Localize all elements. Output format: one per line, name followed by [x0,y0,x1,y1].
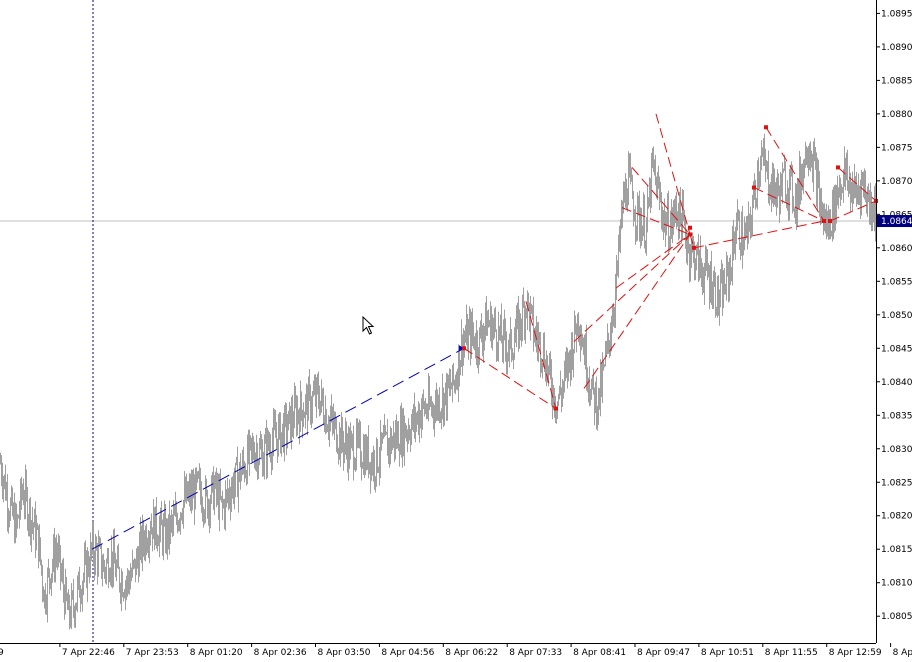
y-tick-label: 1.0845 [881,344,912,354]
y-tick-label: 1.0820 [881,512,912,522]
blue-arrow-marker [459,345,464,352]
red-trendline[interactable] [655,113,691,235]
price-bars [0,0,877,643]
red-trendline[interactable] [573,234,691,342]
x-tick-label: 9 [0,648,4,658]
x-tick-label: 8 Apr 03:50 [318,648,371,658]
x-tick-label: 8 Apr 10:51 [701,648,754,658]
y-tick-label: 1.0885 [881,76,912,86]
y-tick-label: 1.0870 [881,177,912,187]
red-trendline[interactable] [837,167,877,202]
blue-trendline[interactable] [91,347,465,550]
red-point-marker [462,346,466,351]
x-tick-label: 8 Apr 12:59 [829,648,882,658]
y-tick-label: 1.0840 [881,378,912,388]
current-price-label: 1.0864 [881,217,912,227]
y-tick-label: 1.0855 [881,277,912,287]
red-trendline[interactable] [753,187,825,222]
y-tick-label: 1.0830 [881,445,912,455]
x-tick-label: 8 Apr 09:47 [637,648,690,658]
y-tick-label: 1.0850 [881,311,912,321]
red-point-marker [836,165,840,170]
red-point-marker [752,185,756,190]
y-tick-label: 1.0835 [881,411,912,421]
y-tick-label: 1.0805 [881,612,912,622]
red-trendline[interactable] [621,207,691,235]
y-tick-label: 1.0815 [881,545,912,555]
x-tick-label: 8 Apr 11:55 [765,648,818,658]
red-trendline[interactable] [525,301,557,409]
red-trendline[interactable] [463,347,557,409]
x-tick-label: 8 Apr 01:20 [190,648,243,658]
x-tick-label: 8 Apr 08:41 [573,648,626,658]
red-trendline[interactable] [689,234,695,248]
trendline-drawings[interactable] [91,113,878,550]
y-tick-label: 1.0880 [881,110,912,120]
x-tick-label: 7 Apr 23:53 [126,648,179,658]
red-point-marker [688,232,692,237]
red-point-marker [692,245,696,250]
y-tick-label: 1.0895 [881,9,912,19]
mouse-cursor-icon [362,316,375,335]
y-tick-label: 1.0825 [881,478,912,488]
red-trendline[interactable] [693,220,825,249]
x-tick-label: 8 Apr 02:36 [254,648,307,658]
red-point-marker [764,125,768,130]
red-point-marker [828,219,832,224]
red-trendline[interactable] [829,200,877,222]
x-tick-label: 8 Apr 14:03 [893,648,912,658]
current-price-box [877,215,912,228]
x-tick-label: 8 Apr 04:56 [381,648,434,658]
x-tick-label: 8 Apr 06:22 [445,648,498,658]
y-tick-label: 1.0890 [881,43,912,53]
red-point-marker [554,406,558,411]
y-tick-label: 1.0810 [881,579,912,589]
y-tick-label: 1.0860 [881,244,912,254]
red-trendline[interactable] [765,126,825,222]
y-tick-label: 1.0875 [881,143,912,153]
red-trendline[interactable] [583,234,691,389]
red-trendline[interactable] [615,234,691,289]
red-point-marker [822,219,826,224]
x-tick-label: 7 Apr 22:46 [62,648,115,658]
x-tick-label: 8 Apr 07:33 [509,648,562,658]
red-point-marker [688,225,692,230]
